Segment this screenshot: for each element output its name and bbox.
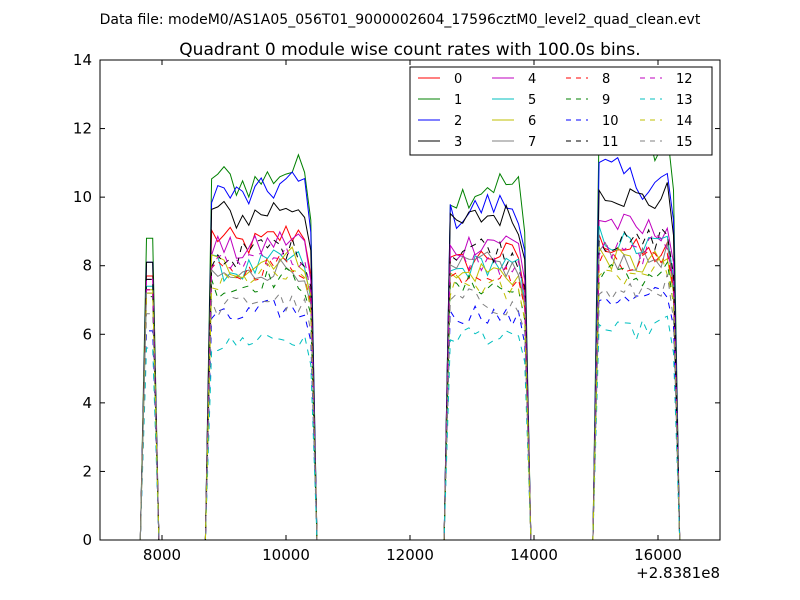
series-line-3 xyxy=(100,182,720,540)
series-line-9 xyxy=(100,260,720,540)
series-line-10 xyxy=(100,286,720,540)
y-tick-label: 2 xyxy=(82,462,92,480)
series-line-0 xyxy=(100,224,720,540)
legend-label-15: 15 xyxy=(676,135,693,150)
legend-label-3: 3 xyxy=(454,135,462,150)
legend-label-1: 1 xyxy=(454,93,462,108)
suptitle: Data file: modeM0/AS1A05_056T01_90000026… xyxy=(100,12,701,28)
series-line-7 xyxy=(100,241,720,540)
y-tick-label: 4 xyxy=(82,394,92,412)
plot-area: 8000 10000 12000 14000 160000246810121401234… xyxy=(73,51,721,564)
series-line-11 xyxy=(100,226,720,540)
x-tick-label: 14000 xyxy=(510,546,558,564)
legend-label-2: 2 xyxy=(454,114,462,129)
legend-label-11: 11 xyxy=(602,135,619,150)
series-line-15 xyxy=(100,274,720,540)
series-line-12 xyxy=(100,233,720,540)
y-tick-label: 6 xyxy=(82,325,92,343)
x-tick-label: 8000 xyxy=(143,546,181,564)
legend-label-0: 0 xyxy=(454,72,462,87)
y-tick-label: 12 xyxy=(73,120,92,138)
series-line-8 xyxy=(100,247,720,540)
legend-label-4: 4 xyxy=(528,72,536,87)
legend-label-6: 6 xyxy=(528,114,536,129)
legend-label-10: 10 xyxy=(602,114,619,129)
y-tick-label: 8 xyxy=(82,257,92,275)
x-tick-label: 10000 xyxy=(262,546,310,564)
series-line-2 xyxy=(100,156,720,540)
series-line-13 xyxy=(100,315,720,540)
y-tick-label: 14 xyxy=(73,51,92,69)
series-line-14 xyxy=(100,253,720,540)
y-tick-label: 0 xyxy=(82,531,92,549)
x-tick-label: 12000 xyxy=(386,546,434,564)
legend-label-8: 8 xyxy=(602,72,610,87)
series-line-5 xyxy=(100,225,720,540)
legend-label-5: 5 xyxy=(528,93,536,108)
legend-label-14: 14 xyxy=(676,114,693,129)
y-tick-label: 10 xyxy=(73,188,92,206)
series-lines xyxy=(100,127,720,540)
x-offset-label: +2.8381e8 xyxy=(636,564,720,582)
legend-label-13: 13 xyxy=(676,93,693,108)
series-line-1 xyxy=(100,127,720,540)
legend-label-9: 9 xyxy=(602,93,610,108)
chart-title: Quadrant 0 module wise count rates with … xyxy=(179,40,640,60)
series-line-6 xyxy=(100,245,720,540)
legend-box xyxy=(409,66,713,156)
legend-label-7: 7 xyxy=(528,135,536,150)
x-tick-label: 16000 xyxy=(634,546,682,564)
legend-label-12: 12 xyxy=(676,72,693,87)
